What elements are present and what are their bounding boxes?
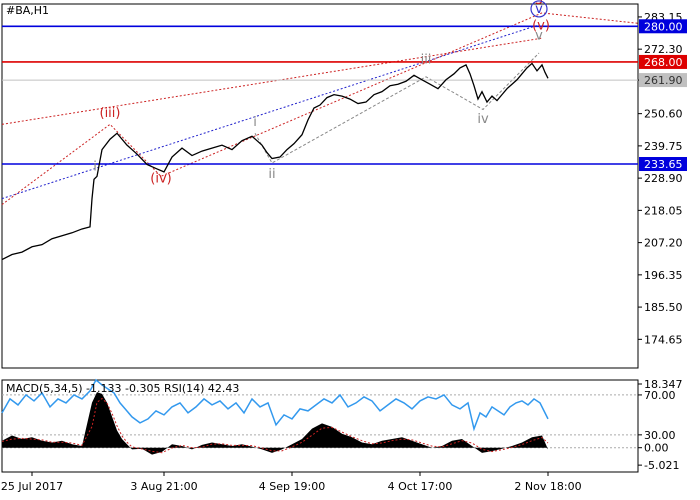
- level-tag-label: 261.90: [644, 74, 683, 87]
- price-tick-label: 218.05: [644, 204, 683, 217]
- indicator-tick-label: 70.00: [644, 389, 676, 402]
- level-tag-label: 268.00: [644, 56, 683, 69]
- price-tick-label: 185.50: [644, 301, 683, 314]
- indicator-label: MACD(5,34,5) -1.133 -0.305 RSI(14) 42.43: [6, 382, 239, 395]
- price-line: [1, 62, 549, 261]
- trend-channel-red: [1, 37, 543, 125]
- time-axis: 25 Jul 2017 3 Aug 21:00 4 Sep 19:00 4 Oct 1…: [1, 472, 582, 493]
- price-frame: [1, 3, 639, 369]
- price-tick-label: 239.75: [644, 140, 683, 153]
- time-tick-label: 4 Oct 17:00: [388, 480, 453, 493]
- symbol-label: #BA,H1: [6, 4, 49, 17]
- price-tick-label: 174.65: [644, 333, 683, 346]
- wave-path-grey: [254, 52, 540, 164]
- price-tick-label: 250.60: [644, 108, 683, 121]
- level-tag-268-00: [639, 54, 687, 69]
- wave-label: (v): [532, 18, 550, 33]
- price-tick-label: 228.90: [644, 172, 683, 185]
- time-tick-label: 3 Aug 21:00: [130, 480, 197, 493]
- level-tag-261-90: [639, 73, 687, 88]
- wave-label: i: [93, 159, 97, 174]
- time-tick-label: 4 Sep 19:00: [259, 480, 325, 493]
- indicator-tick-label: 18.347: [644, 378, 683, 391]
- level-tag-label: 233.65: [644, 158, 683, 171]
- wave-label: 3: [535, 0, 543, 8]
- macd-histogram: [2, 392, 548, 455]
- indicator-tick-label: 0.00: [644, 442, 669, 455]
- wave-label: (iii): [100, 106, 121, 121]
- wave-label: iv: [477, 112, 489, 127]
- indicator-tick-label: -5.021: [644, 459, 679, 472]
- rsi-line: [1, 378, 549, 432]
- wave-path-red: [1, 12, 639, 205]
- price-tick-label: 272.30: [644, 43, 683, 56]
- price-tick-label: 196.35: [644, 269, 683, 282]
- wave-label: iii: [421, 52, 432, 67]
- indicator-tick-label: 30.00: [644, 429, 676, 442]
- level-tag-280-00: [639, 19, 687, 34]
- indicator-frame: [1, 379, 639, 473]
- level-tag-label: 280.00: [644, 20, 683, 33]
- wave-label: v: [535, 29, 543, 44]
- wave-label: i: [253, 115, 257, 130]
- time-tick-label: 25 Jul 2017: [1, 480, 63, 493]
- wave-label: (iv): [150, 171, 171, 186]
- time-tick-label: 2 Nov 18:00: [514, 480, 581, 493]
- wave-label: ii: [268, 167, 275, 182]
- wave-label-circle: [530, 0, 548, 18]
- price-panel: 283.15272.30261.90250.60239.75228.90218.…: [1, 0, 687, 369]
- wave-label: v: [535, 2, 543, 17]
- price-tick-label: 207.20: [644, 237, 683, 250]
- level-tag-233-65: [639, 157, 687, 172]
